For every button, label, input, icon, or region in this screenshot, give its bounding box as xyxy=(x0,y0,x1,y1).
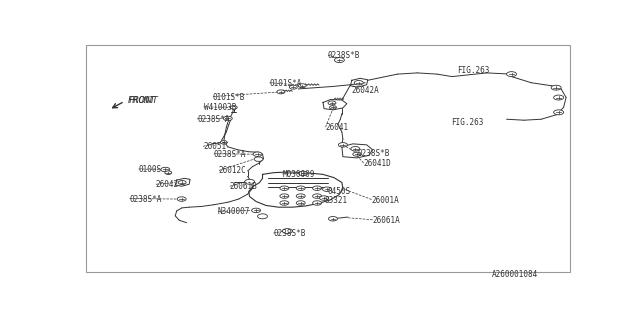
Text: M030009: M030009 xyxy=(282,170,315,179)
Circle shape xyxy=(554,95,564,100)
Text: 26041: 26041 xyxy=(326,123,349,132)
Circle shape xyxy=(355,81,364,85)
Text: 26042: 26042 xyxy=(156,180,179,189)
Circle shape xyxy=(296,186,305,190)
Text: FIG.263: FIG.263 xyxy=(451,118,483,127)
Circle shape xyxy=(330,106,337,109)
Text: 0238S*A: 0238S*A xyxy=(129,195,162,204)
Circle shape xyxy=(178,180,186,185)
Circle shape xyxy=(339,143,348,147)
Circle shape xyxy=(296,194,305,198)
Text: 26051: 26051 xyxy=(203,142,226,151)
Circle shape xyxy=(312,194,321,198)
Text: 26061A: 26061A xyxy=(372,216,401,225)
Circle shape xyxy=(353,152,361,156)
Circle shape xyxy=(244,179,255,184)
Circle shape xyxy=(296,201,305,205)
Circle shape xyxy=(280,186,289,190)
Text: N340007: N340007 xyxy=(218,207,250,216)
Text: 26061B: 26061B xyxy=(230,182,257,191)
Circle shape xyxy=(554,110,564,115)
Text: FIG.263: FIG.263 xyxy=(457,66,490,75)
Text: 0238S*A: 0238S*A xyxy=(214,150,246,159)
Circle shape xyxy=(323,187,332,191)
Circle shape xyxy=(254,157,263,161)
Circle shape xyxy=(351,147,360,151)
Text: 26012C: 26012C xyxy=(219,166,246,175)
Circle shape xyxy=(299,171,308,176)
Circle shape xyxy=(328,101,336,105)
Circle shape xyxy=(252,208,260,212)
Circle shape xyxy=(312,186,321,190)
Circle shape xyxy=(280,201,289,205)
Text: FRONT: FRONT xyxy=(129,96,156,105)
Text: 26001A: 26001A xyxy=(372,196,399,204)
Circle shape xyxy=(165,171,172,174)
Circle shape xyxy=(253,152,262,156)
Text: 0238S*A: 0238S*A xyxy=(197,115,229,124)
Text: 0238S*B: 0238S*B xyxy=(273,229,306,238)
Circle shape xyxy=(319,196,328,200)
Text: FRONT: FRONT xyxy=(127,96,158,105)
Circle shape xyxy=(220,141,227,144)
Text: 0100S: 0100S xyxy=(138,165,162,174)
Circle shape xyxy=(280,194,289,198)
Circle shape xyxy=(257,214,268,219)
Circle shape xyxy=(161,167,170,172)
Circle shape xyxy=(289,85,297,89)
Text: W41003B: W41003B xyxy=(204,103,236,112)
Circle shape xyxy=(312,201,321,205)
Text: A260001084: A260001084 xyxy=(492,270,538,279)
Text: 83321: 83321 xyxy=(324,196,347,204)
Text: 0101S*B: 0101S*B xyxy=(213,92,245,101)
Circle shape xyxy=(277,90,285,94)
Text: 0238S*B: 0238S*B xyxy=(328,51,360,60)
Text: 0450S: 0450S xyxy=(327,187,350,196)
Circle shape xyxy=(282,228,292,234)
Circle shape xyxy=(177,197,186,201)
Text: 0101S*A: 0101S*A xyxy=(269,79,302,88)
Circle shape xyxy=(298,84,306,88)
Circle shape xyxy=(507,72,516,76)
Circle shape xyxy=(335,58,344,62)
Circle shape xyxy=(230,106,237,109)
Circle shape xyxy=(551,85,561,90)
Circle shape xyxy=(223,116,232,121)
Text: 26042A: 26042A xyxy=(352,86,380,95)
Circle shape xyxy=(328,217,337,221)
Text: 26041D: 26041D xyxy=(364,159,392,168)
Text: 0238S*B: 0238S*B xyxy=(358,149,390,158)
